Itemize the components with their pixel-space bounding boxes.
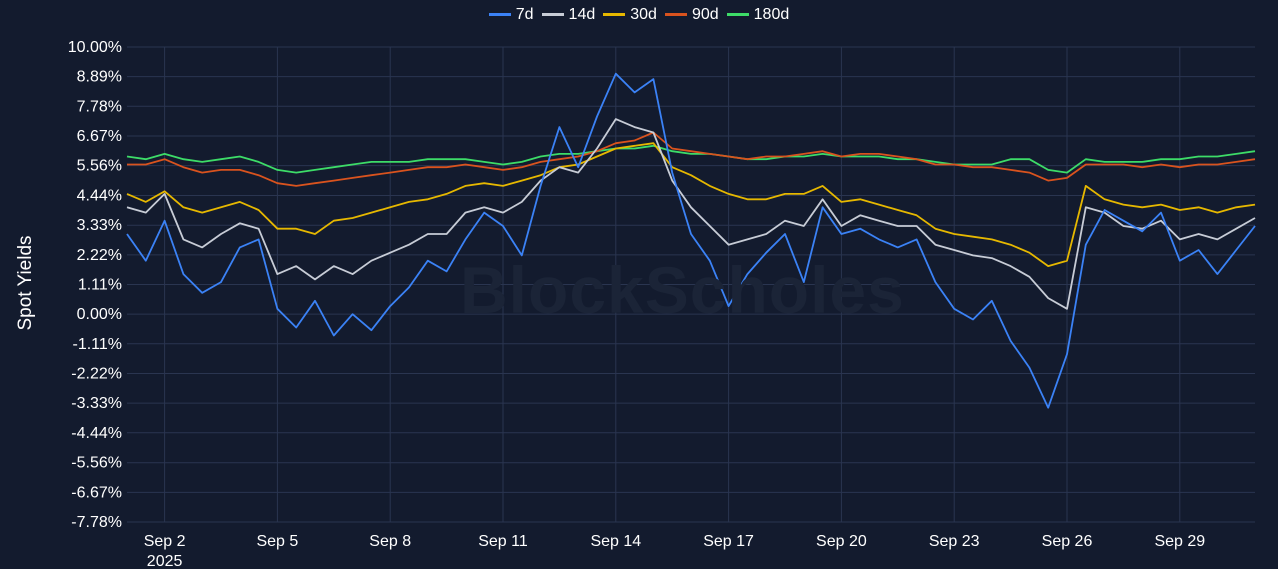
y-tick-label: -3.33% — [71, 395, 122, 412]
series-line-7d — [126, 72, 1256, 409]
legend: 7d 14d 30d 90d 180d — [0, 3, 1278, 24]
y-tick-label: 6.67% — [77, 128, 122, 145]
legend-item-30d[interactable]: 30d — [603, 6, 657, 24]
x-tick-label: Sep 5 — [256, 533, 298, 550]
legend-label: 30d — [630, 5, 657, 23]
legend-item-90d[interactable]: 90d — [664, 5, 719, 24]
x-tick-label: Sep 2 — [144, 533, 186, 550]
x-tick-sublabel: 2025 — [147, 553, 183, 569]
y-axis-label: Spot Yields — [15, 235, 36, 331]
y-tick-label: -1.11% — [72, 336, 122, 353]
legend-swatch — [488, 13, 511, 16]
legend-swatch — [664, 13, 687, 16]
y-tick-label: 0.00% — [77, 306, 122, 323]
x-tick-label: Sep 11 — [478, 533, 528, 550]
y-tick-label: 5.56% — [77, 158, 122, 175]
legend-swatch — [541, 13, 564, 16]
y-tick-label: 10.00% — [68, 39, 122, 56]
series-line-180d — [126, 144, 1256, 174]
grid — [127, 46, 1255, 523]
legend-item-14d[interactable]: 14d — [541, 5, 596, 24]
x-tick-label: Sep 26 — [1042, 533, 1093, 550]
x-axis-ticks: Sep 2 2025 Sep 5 Sep 8 Sep 11 Sep 14 Sep 17 Sep… — [144, 533, 1206, 569]
series-line-90d — [127, 131, 1256, 187]
legend-label: 180d — [753, 5, 790, 23]
legend-swatch — [603, 13, 626, 16]
y-tick-label: -7.78% — [71, 514, 122, 531]
x-tick-label: Sep 23 — [929, 533, 980, 550]
y-tick-label: 7.78% — [77, 98, 122, 115]
legend-label: 90d — [691, 5, 719, 23]
y-tick-label: 3.33% — [77, 217, 122, 234]
legend-item-180d[interactable]: 180d — [726, 5, 790, 24]
series-line-14d — [126, 118, 1256, 310]
x-tick-label: Sep 20 — [816, 533, 867, 550]
series-lines — [126, 72, 1256, 409]
legend-item-7d[interactable]: 7d — [488, 5, 534, 24]
x-tick-label: Sep 29 — [1154, 533, 1205, 550]
x-tick-label: Sep 8 — [369, 533, 411, 550]
y-tick-label: 4.44% — [77, 188, 122, 205]
watermark: BlockScholes — [460, 253, 905, 327]
y-axis-ticks: 10.00% 8.89% 7.78% 6.67% 5.56% 4.44% 3.33% 2.22… — [68, 39, 122, 531]
y-tick-label: -5.56% — [71, 455, 122, 472]
x-tick-label: Sep 14 — [590, 533, 641, 550]
x-tick-label: Sep 17 — [703, 533, 754, 550]
y-tick-label: -6.67% — [71, 484, 122, 501]
series-line-30d — [126, 142, 1256, 268]
y-tick-label: 8.89% — [77, 69, 122, 86]
legend-label: 14d — [568, 5, 596, 23]
y-tick-label: 2.22% — [77, 247, 122, 264]
legend-swatch — [726, 13, 749, 16]
y-tick-label: -2.22% — [71, 365, 122, 382]
y-tick-label: 1.11% — [78, 277, 122, 294]
y-tick-label: -4.44% — [71, 425, 122, 442]
legend-label: 7d — [515, 5, 534, 23]
